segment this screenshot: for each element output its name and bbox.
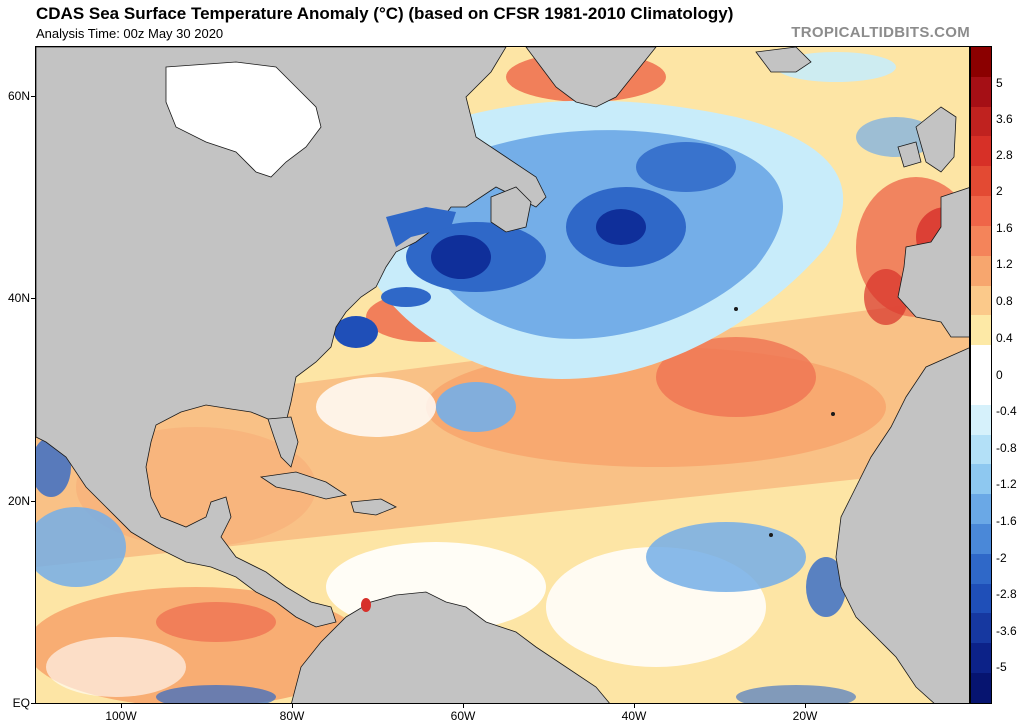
land-ireland [897,141,922,168]
land-newfoundland [490,186,532,233]
neutral-region-pacific [46,637,186,697]
cold-region-senegal [806,557,846,617]
land-hispaniola [350,498,397,516]
colorbar [970,46,992,704]
cool-region-mexico-pacific [36,507,126,587]
colorbar-segment [971,643,991,674]
colorbar-segment [971,583,991,614]
colorbar-label: -0.4 [996,404,1017,418]
colorbar-segment [971,613,991,644]
lon-tick [634,704,635,708]
land-iceland [755,47,812,73]
hot-spot-lake-maracaibo [361,598,371,612]
cold-region-gulf-of-guinea [736,685,856,703]
lat-tick [31,96,35,97]
land-greenland [525,47,657,108]
lon-tick [463,704,464,708]
colorbar-segment [971,196,991,226]
land-great-britain [915,106,957,173]
cool-region-sargasso [436,382,516,432]
colorbar-label: 0 [996,368,1003,382]
colorbar-label: 5 [996,76,1003,90]
colorbar-segment [971,47,991,77]
colorbar-segment [971,166,991,197]
colorbar-segment [971,106,991,137]
colorbar-segment [971,255,991,286]
lat-label: 40N [7,291,30,305]
lon-label: 80W [279,709,305,723]
azores-islands [734,307,738,311]
lat-label: EQ [12,696,30,710]
land-south-america [291,591,610,703]
lon-label: 20W [792,709,818,723]
cool-region-tropical-east [646,522,806,592]
lon-tick [805,704,806,708]
cold-region-hatteras [334,316,378,348]
lat-label: 20N [7,494,30,508]
hot-spot-pacific [156,602,276,642]
colorbar-segment [971,76,991,107]
colorbar-label: 2.8 [996,148,1013,162]
colorbar-segment [971,673,991,703]
colorbar-label: -3.6 [996,624,1017,638]
colorbar-label: 3.6 [996,112,1013,126]
hot-spot-portugal [864,269,908,325]
lat-tick [31,298,35,299]
anomaly-map-canvas [36,47,969,703]
colorbar-label: -2 [996,551,1007,565]
colorbar-label: 1.6 [996,221,1013,235]
warm-region-core [656,337,816,417]
cold-region-scotian-shelf [381,287,431,307]
colorbar-label: 2 [996,184,1003,198]
lon-label: 100W [105,709,137,723]
colorbar-label: 0.8 [996,294,1013,308]
neutral-region-sargasso [316,377,436,437]
very-cold-core-mid-atlantic [596,209,646,245]
lon-tick [292,704,293,708]
lat-tick [31,703,35,704]
land-africa [835,347,969,703]
colorbar-label: 1.2 [996,257,1013,271]
colorbar-label: -1.2 [996,477,1017,491]
colorbar-segment [971,464,991,495]
colorbar-label: -1.6 [996,514,1017,528]
land-iberia [897,187,969,338]
colorbar-segment [971,345,991,375]
colorbar-segment [971,434,991,465]
lon-label: 60W [450,709,476,723]
colorbar-segment [971,404,991,435]
colorbar-segment [971,494,991,524]
brand-watermark[interactable]: TROPICALTIDBITS.COM [791,24,970,41]
colorbar-label: -5 [996,660,1007,674]
cold-region-galapagos [156,685,276,703]
cold-region-st-lawrence [386,207,456,247]
very-cold-core-newfoundland [431,235,491,279]
colorbar-segment [971,524,991,554]
lat-label: 60N [7,89,30,103]
land-north-america [36,47,547,628]
anomaly-map [35,46,970,704]
analysis-time: Analysis Time: 00z May 30 2020 [36,26,224,41]
lon-tick [121,704,122,708]
canary-islands [831,412,835,416]
cold-region-labrador-east [636,142,736,192]
colorbar-label: -2.8 [996,587,1017,601]
colorbar-segment [971,374,991,405]
colorbar-segment [971,225,991,256]
cape-verde-islands [769,533,773,537]
colorbar-segment [971,136,991,167]
colorbar-label: -0.8 [996,441,1017,455]
map-title: CDAS Sea Surface Temperature Anomaly (°C… [36,4,734,23]
colorbar-label: 0.4 [996,331,1013,345]
colorbar-segment [971,285,991,316]
colorbar-segment [971,315,991,346]
lon-label: 40W [621,709,647,723]
land-cuba [259,471,348,500]
lat-tick [31,501,35,502]
colorbar-segment [971,553,991,584]
land-florida [267,416,299,468]
ice-hudson-bay [165,61,322,178]
